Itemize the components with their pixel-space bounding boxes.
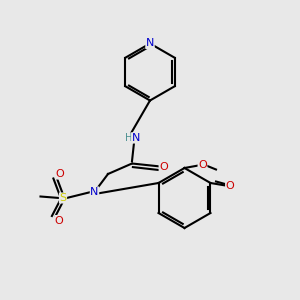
Text: H: H [125,133,133,143]
Text: O: O [226,181,234,191]
Text: O: O [198,160,207,170]
Text: N: N [146,38,154,49]
Text: O: O [159,161,168,172]
Text: O: O [55,215,64,226]
Text: N: N [132,133,140,143]
Text: S: S [59,193,67,203]
Text: N: N [90,187,99,197]
Text: O: O [56,169,64,179]
